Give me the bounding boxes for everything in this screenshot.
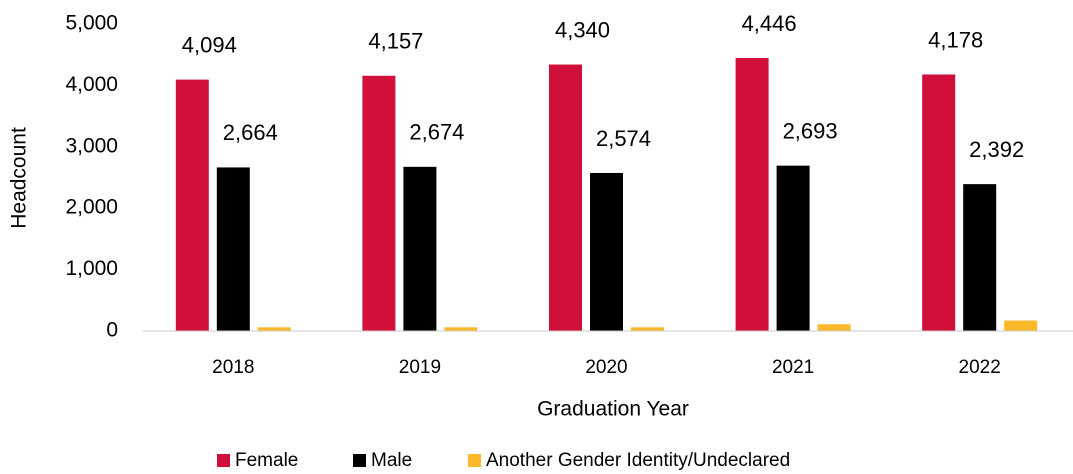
bar <box>735 58 769 332</box>
data-label: 4,446 <box>742 11 797 36</box>
legend-label: Female <box>235 450 298 471</box>
data-label: 2,693 <box>783 118 838 143</box>
bar <box>963 184 997 331</box>
y-tick-label: 1,000 <box>65 257 118 280</box>
x-tick-label: 2018 <box>212 357 254 378</box>
bar <box>257 327 291 331</box>
legend-label: Another Gender Identity/Undeclared <box>486 450 790 471</box>
bar <box>922 74 956 332</box>
data-label: 2,392 <box>969 137 1024 162</box>
legend-swatch <box>353 454 366 467</box>
bar <box>631 327 664 331</box>
bar <box>549 64 582 332</box>
bar <box>403 166 437 331</box>
x-tick-label: 2021 <box>772 357 814 378</box>
y-tick-label: 0 <box>106 319 118 342</box>
y-tick-label: 2,000 <box>65 196 118 219</box>
x-tick-label: 2020 <box>585 357 627 378</box>
legend-swatch <box>468 454 481 467</box>
x-axis-title: Graduation Year <box>537 398 689 421</box>
data-label: 2,674 <box>409 120 464 145</box>
bar <box>444 327 478 331</box>
bar <box>362 75 396 332</box>
y-tick-label: 5,000 <box>65 12 118 35</box>
legend-swatch <box>217 454 230 467</box>
legend-label: Male <box>371 450 412 471</box>
data-label: 4,340 <box>555 17 610 42</box>
data-label: 2,574 <box>596 126 651 151</box>
bar <box>817 324 851 331</box>
data-label: 4,157 <box>368 29 423 54</box>
bar <box>175 79 209 331</box>
data-label: 4,094 <box>182 32 237 57</box>
bar <box>590 172 623 331</box>
y-tick-label: 3,000 <box>65 134 118 157</box>
data-label: 4,178 <box>928 27 983 52</box>
bar <box>216 167 250 331</box>
bar <box>776 165 810 331</box>
bar <box>1004 320 1038 331</box>
x-tick-label: 2022 <box>959 357 1001 378</box>
y-tick-label: 4,000 <box>65 73 118 96</box>
x-tick-label: 2019 <box>399 357 441 378</box>
y-axis-title: Headcount <box>8 127 31 229</box>
data-label: 2,664 <box>223 120 278 145</box>
